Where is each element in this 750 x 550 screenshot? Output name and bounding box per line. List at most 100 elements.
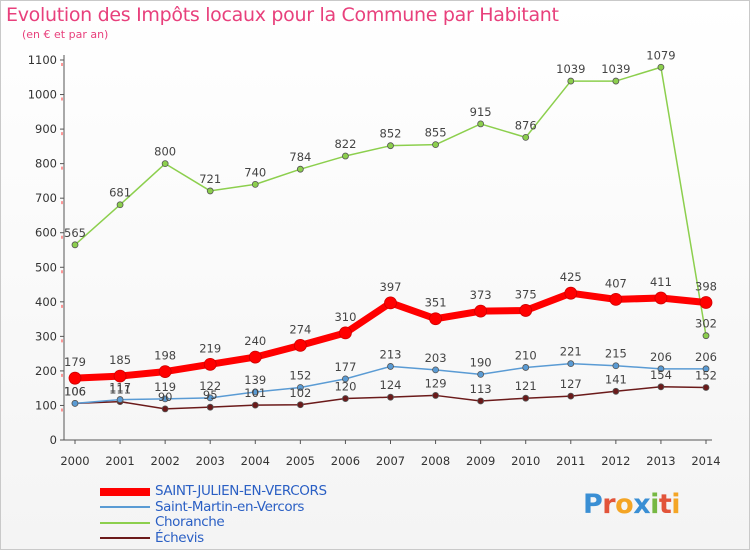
data-label-choranche: 1039 <box>601 62 630 76</box>
data-label-saint-julien-en-vercors: 375 <box>515 287 537 301</box>
data-label-echevis: 152 <box>695 368 717 382</box>
data-point-choranche <box>657 63 665 71</box>
legend-swatch <box>100 521 150 524</box>
data-label-saint-julien-en-vercors: 198 <box>154 349 176 363</box>
x-tick-label: 2014 <box>691 454 720 468</box>
data-label-choranche: 915 <box>470 105 492 119</box>
data-point-saint-julien-en-vercors <box>293 338 307 352</box>
data-point-saint-julien-en-vercors <box>699 296 713 309</box>
x-tick-label: 2007 <box>376 454 405 468</box>
y-tick-label: 300 <box>35 329 57 343</box>
data-point-choranche <box>116 201 124 209</box>
data-label-choranche: 855 <box>425 126 447 140</box>
data-label-choranche: 721 <box>199 172 221 186</box>
legend-swatch <box>100 487 150 496</box>
data-label-echevis: 101 <box>244 386 266 400</box>
data-point-saint-martin-en-vercors <box>116 396 124 403</box>
y-tick-label: 800 <box>35 157 57 171</box>
data-point-saint-martin-en-vercors <box>477 370 485 378</box>
data-point-choranche <box>702 332 710 340</box>
data-label-echevis: 124 <box>380 378 402 392</box>
data-label-saint-martin-en-vercors: 203 <box>425 351 447 365</box>
data-point-saint-martin-en-vercors <box>432 366 439 374</box>
data-point-saint-julien-en-vercors <box>564 286 578 300</box>
data-point-choranche <box>161 160 169 168</box>
legend-swatch <box>100 506 150 509</box>
chart-title: Evolution des Impôts locaux pour la Comm… <box>6 4 559 26</box>
y-tick-label: 600 <box>35 226 57 240</box>
data-point-echevis <box>161 405 169 413</box>
data-point-echevis <box>251 401 259 409</box>
data-point-echevis <box>612 387 620 395</box>
series-group <box>68 63 713 413</box>
data-label-echevis: 120 <box>334 380 356 394</box>
data-point-choranche <box>432 141 439 149</box>
data-label-saint-julien-en-vercors: 179 <box>64 355 86 369</box>
data-label-echevis: 102 <box>289 386 311 400</box>
data-label-echevis: 95 <box>203 388 218 402</box>
data-point-saint-julien-en-vercors <box>339 326 352 340</box>
data-label-echevis: 154 <box>650 368 672 382</box>
data-label-saint-martin-en-vercors: 213 <box>380 347 402 361</box>
data-label-echevis: 106 <box>64 384 86 398</box>
logo-letter: o <box>615 489 634 520</box>
data-point-saint-martin-en-vercors <box>522 364 530 371</box>
y-tick-label: 400 <box>35 295 57 309</box>
data-label-saint-julien-en-vercors: 398 <box>695 280 717 294</box>
data-label-choranche: 1039 <box>556 62 585 76</box>
y-tick-label: 200 <box>35 364 57 378</box>
data-label-saint-martin-en-vercors: 119 <box>154 380 176 394</box>
data-point-saint-julien-en-vercors <box>519 304 533 317</box>
x-tick-label: 2006 <box>331 454 360 468</box>
data-label-saint-martin-en-vercors: 190 <box>470 355 492 369</box>
data-point-choranche <box>522 133 530 141</box>
data-point-choranche <box>387 142 394 150</box>
data-label-saint-martin-en-vercors: 206 <box>695 350 717 364</box>
x-tick-label: 2012 <box>601 454 630 468</box>
data-label-choranche: 852 <box>380 127 402 141</box>
data-label-choranche: 876 <box>515 118 537 132</box>
data-label-saint-julien-en-vercors: 373 <box>470 288 492 302</box>
data-label-echevis: 121 <box>515 379 537 393</box>
data-label-saint-julien-en-vercors: 351 <box>425 296 447 310</box>
data-point-echevis <box>387 393 394 401</box>
data-point-saint-julien-en-vercors <box>248 350 262 364</box>
data-label-choranche: 822 <box>334 137 356 151</box>
data-label-choranche: 302 <box>695 317 717 331</box>
data-point-saint-martin-en-vercors <box>161 395 169 403</box>
data-point-choranche <box>206 187 214 195</box>
x-tick-label: 2002 <box>151 454 180 468</box>
legend-label: Échevis <box>155 529 204 546</box>
data-label-choranche: 784 <box>289 150 311 164</box>
data-point-saint-martin-en-vercors <box>387 363 394 370</box>
data-label-saint-martin-en-vercors: 139 <box>244 373 266 387</box>
data-point-saint-martin-en-vercors <box>71 399 79 407</box>
logo-letter: t <box>658 489 672 520</box>
data-label-saint-julien-en-vercors: 310 <box>334 310 356 324</box>
y-tick-label: 1000 <box>28 88 57 102</box>
data-point-saint-julien-en-vercors <box>384 296 397 310</box>
x-tick-label: 2008 <box>421 454 450 468</box>
proxiti-logo: Proxiti <box>583 489 681 520</box>
data-point-echevis <box>206 403 214 411</box>
data-label-saint-julien-en-vercors: 397 <box>380 280 402 294</box>
data-label-saint-julien-en-vercors: 407 <box>605 276 627 290</box>
legend-label: SAINT-JULIEN-EN-VERCORS <box>155 483 327 499</box>
data-point-echevis <box>522 394 530 402</box>
data-point-saint-julien-en-vercors <box>113 369 127 383</box>
data-label-saint-julien-en-vercors: 411 <box>650 275 672 289</box>
data-point-choranche <box>612 77 620 85</box>
data-point-saint-martin-en-vercors <box>702 365 710 373</box>
data-label-saint-julien-en-vercors: 185 <box>109 353 131 367</box>
data-point-choranche <box>296 165 304 173</box>
data-point-echevis <box>296 401 304 409</box>
data-label-saint-julien-en-vercors: 274 <box>289 322 311 336</box>
x-tick-label: 2004 <box>241 454 270 468</box>
data-point-saint-julien-en-vercors <box>203 357 217 371</box>
data-label-echevis: 113 <box>470 382 492 396</box>
data-point-choranche <box>71 241 79 249</box>
y-tick-label: 700 <box>35 191 57 205</box>
data-label-saint-martin-en-vercors: 215 <box>605 347 627 361</box>
data-point-saint-julien-en-vercors <box>609 292 623 306</box>
data-point-saint-julien-en-vercors <box>429 312 442 326</box>
